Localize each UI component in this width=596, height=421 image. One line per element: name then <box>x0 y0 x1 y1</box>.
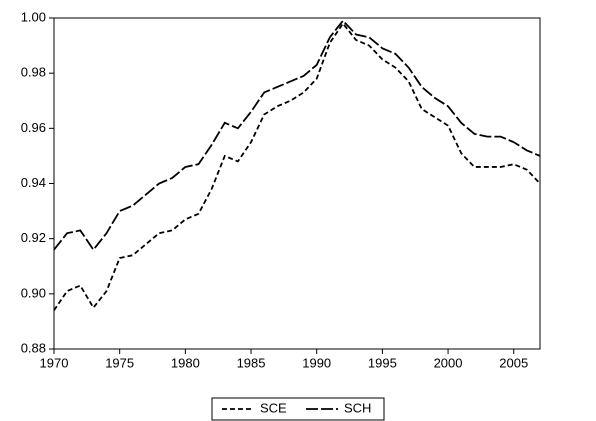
y-tick-label: 0.98 <box>21 65 46 80</box>
y-tick-label: 0.92 <box>21 230 46 245</box>
x-tick-label: 1990 <box>302 355 331 370</box>
y-tick-label: 1.00 <box>21 9 46 24</box>
x-tick-label: 1980 <box>171 355 200 370</box>
y-tick-label: 0.94 <box>21 175 46 190</box>
y-tick-label: 0.90 <box>21 285 46 300</box>
x-tick-label: 2005 <box>499 355 528 370</box>
y-tick-label: 0.96 <box>21 120 46 135</box>
legend-box <box>211 397 385 421</box>
x-tick-label: 1975 <box>105 355 134 370</box>
legend-label: SCE <box>260 400 287 415</box>
x-tick-label: 1995 <box>368 355 397 370</box>
series-line <box>53 19 541 252</box>
y-tick-label: 0.88 <box>21 340 46 355</box>
x-tick-label: 1985 <box>237 355 266 370</box>
x-tick-label: 1970 <box>40 355 69 370</box>
x-tick-label: 2000 <box>434 355 463 370</box>
series-line <box>53 21 541 311</box>
legend-label: SCH <box>344 400 371 415</box>
plot-frame <box>53 17 541 350</box>
